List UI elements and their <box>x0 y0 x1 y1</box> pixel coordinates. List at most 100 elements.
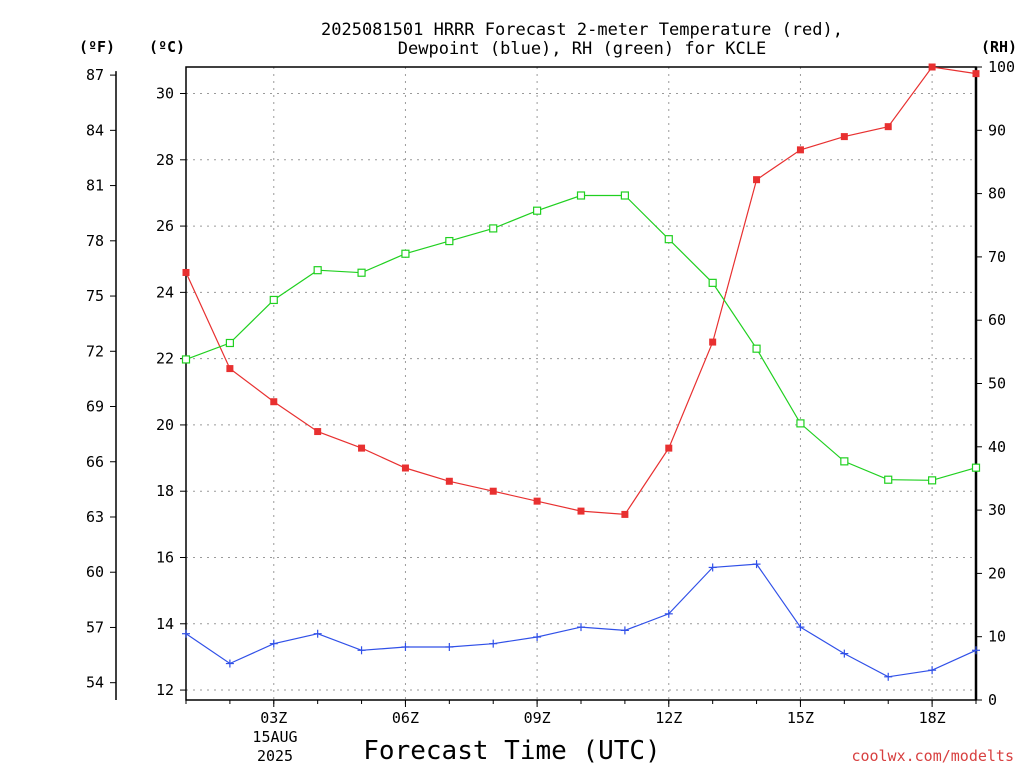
dewpoint-point <box>182 629 190 638</box>
dewpoint-point <box>840 649 849 658</box>
credit-text: coolwx.com/modelts <box>851 747 1014 765</box>
fahrenheit-tick-label: 57 <box>86 618 104 636</box>
relative-humidity-series <box>181 191 981 485</box>
celsius-tick-label: 16 <box>156 548 174 566</box>
temperature-point <box>182 268 190 276</box>
dewpoint-line <box>185 563 977 678</box>
dewpoint-point <box>533 633 542 642</box>
x-tick-label: 18Z <box>919 709 946 727</box>
relative-humidity-point <box>620 191 629 200</box>
celsius-tick-label: 20 <box>156 416 174 434</box>
temperature-point <box>665 444 673 452</box>
temperature-point <box>270 398 278 406</box>
rh-tick-label: 20 <box>988 564 1006 582</box>
dewpoint-point <box>577 623 585 632</box>
chart-labels: 2025081501 HRRR Forecast 2-meter Tempera… <box>79 20 1017 766</box>
celsius-tick-label: 14 <box>156 615 174 633</box>
x-tick-label: 06Z <box>392 709 419 727</box>
temperature-point <box>709 338 717 346</box>
fahrenheit-tick-label: 54 <box>86 674 104 692</box>
fahrenheit-tick-label: 87 <box>86 66 104 84</box>
temperature-series <box>182 63 980 518</box>
fahrenheit-tick-label: 72 <box>86 342 104 360</box>
rh-tick-label: 90 <box>988 121 1006 139</box>
dewpoint-point <box>884 672 893 681</box>
relative-humidity-point <box>401 249 410 258</box>
fahrenheit-tick-label: 81 <box>86 177 104 195</box>
rh-tick-label: 70 <box>988 248 1006 266</box>
relative-humidity-point <box>181 355 191 364</box>
relative-humidity-point <box>971 463 981 472</box>
rh-tick-label: 10 <box>988 628 1006 646</box>
dewpoint-point <box>489 639 498 648</box>
celsius-tick-label: 18 <box>156 482 174 500</box>
relative-humidity-point <box>664 235 673 244</box>
relative-humidity-point <box>489 224 498 233</box>
rh-tick-label: 0 <box>988 691 997 709</box>
temperature-point <box>358 444 366 452</box>
fahrenheit-tick-label: 75 <box>86 287 104 305</box>
dewpoint-point <box>664 609 673 618</box>
rh-tick-label: 50 <box>988 375 1006 393</box>
temperature-point <box>577 507 585 515</box>
relative-humidity-point <box>752 344 761 353</box>
rh-unit-label: (RH) <box>981 38 1017 56</box>
dewpoint-point <box>401 642 410 651</box>
dewpoint-series <box>182 560 980 681</box>
relative-humidity-point <box>313 266 322 275</box>
rh-tick-label: 40 <box>988 438 1006 456</box>
relative-humidity-line <box>185 194 977 481</box>
relative-humidity-point <box>357 268 366 277</box>
relative-humidity-point <box>796 419 805 428</box>
dewpoint-point <box>313 629 322 638</box>
relative-humidity-point <box>576 191 586 200</box>
relative-humidity-point <box>225 338 234 348</box>
rh-tick-label: 60 <box>988 311 1006 329</box>
celsius-tick-label: 26 <box>156 217 174 235</box>
dewpoint-point <box>928 666 937 675</box>
fahrenheit-unit-label: (ºF) <box>79 38 115 56</box>
celsius-tick-label: 12 <box>156 681 174 699</box>
temperature-point <box>796 146 804 154</box>
rh-tick-label: 80 <box>988 185 1006 203</box>
x-tick-label: 03Z <box>260 709 287 727</box>
fahrenheit-tick-label: 69 <box>86 398 104 416</box>
temperature-point <box>928 63 936 71</box>
x-tick-label: 12Z <box>655 709 682 727</box>
celsius-tick-label: 28 <box>156 151 174 169</box>
fahrenheit-tick-label: 84 <box>86 121 104 139</box>
relative-humidity-point <box>708 278 717 287</box>
celsius-tick-label: 22 <box>156 350 174 368</box>
temperature-point <box>445 477 453 485</box>
plot-frame <box>185 66 977 701</box>
x-tick-label: 09Z <box>524 709 551 727</box>
fahrenheit-tick-label: 63 <box>86 508 104 526</box>
dewpoint-point <box>620 626 629 635</box>
relative-humidity-point <box>533 206 542 215</box>
dewpoint-point <box>269 639 278 648</box>
temperature-point <box>621 510 629 518</box>
axes: 12 14 16 18 20 22 24 26 28 30 54 57 60 63 66 69 72 75 78 81… <box>86 58 1015 727</box>
dewpoint-point <box>972 646 980 655</box>
relative-humidity-point <box>840 457 849 466</box>
temperature-point <box>533 497 541 505</box>
dewpoint-point <box>796 623 805 632</box>
fahrenheit-tick-label: 60 <box>86 563 104 581</box>
dewpoint-point <box>752 560 761 569</box>
temperature-point <box>753 176 761 184</box>
rh-tick-label: 30 <box>988 501 1006 519</box>
relative-humidity-point <box>445 236 454 246</box>
temperature-point <box>489 487 497 495</box>
temperature-point <box>314 428 322 436</box>
date-label-day: 15AUG <box>252 728 297 746</box>
temperature-point <box>972 70 980 78</box>
relative-humidity-point <box>928 476 937 485</box>
rh-tick-label: 100 <box>988 58 1015 76</box>
temperature-point <box>840 133 848 141</box>
dewpoint-point <box>445 642 454 651</box>
grid-lines <box>186 67 976 700</box>
relative-humidity-point <box>884 475 893 484</box>
series-lines <box>181 63 981 681</box>
celsius-tick-label: 30 <box>156 85 174 103</box>
